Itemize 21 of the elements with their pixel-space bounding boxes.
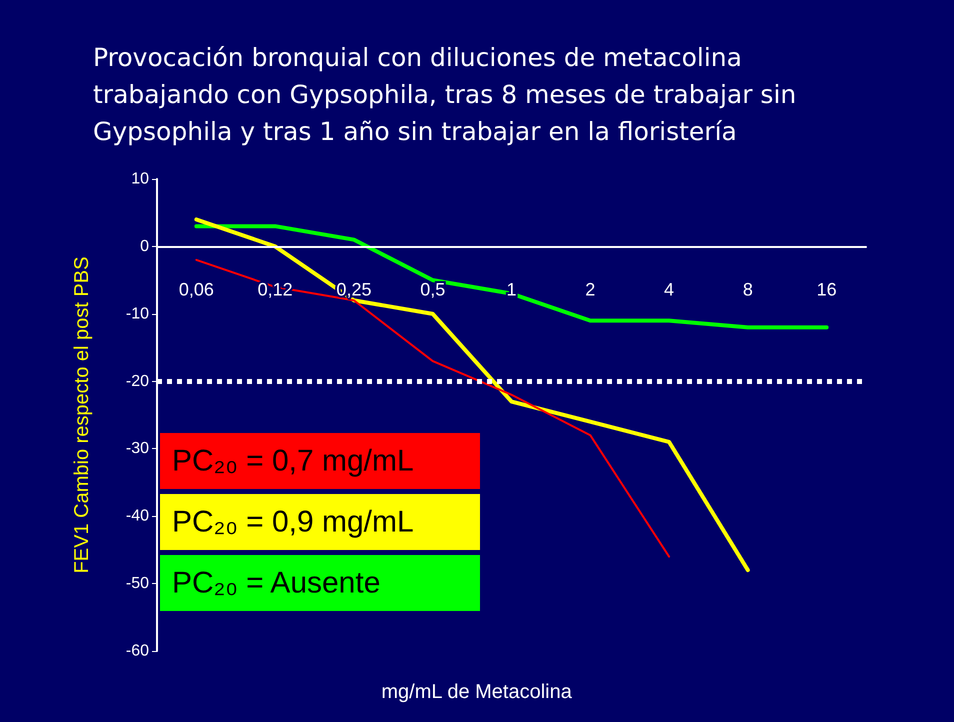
text: PC₂₀ = 0,7 mg/mL (172, 444, 414, 478)
x-tick-label: 0,5 (420, 279, 446, 300)
x-tick-label: 4 (664, 279, 674, 300)
y-tick-label: -60 (126, 642, 150, 660)
x-tick-label: 0,06 (178, 279, 214, 300)
x-axis-title: mg/mL de Metacolina (381, 681, 573, 703)
text: PC₂₀ = 0,9 mg/mL (172, 506, 414, 538)
y-tick-label: 0 (140, 238, 150, 255)
chart-title: Provocación bronquial con diluciones de metacolina trabajando con Gypsophila, tras 8 meses de trabajar sin Gypsophila y tras 1 año sin trabajar en la floristería (93, 43, 804, 146)
y-tick-label: -30 (126, 440, 150, 458)
x-tick-label: 2 (585, 279, 596, 300)
text: PC₂₀ = Ausente (172, 566, 380, 600)
y-tick-label: -20 (126, 372, 150, 390)
y-tick-label: -50 (126, 575, 150, 592)
y-tick-label: -10 (126, 305, 150, 322)
y-tick-label: -40 (126, 508, 150, 525)
x-tick-label: 8 (742, 279, 753, 300)
y-tick-label: 10 (131, 170, 150, 188)
x-tick-label: 0,25 (336, 279, 372, 300)
x-tick-label: 16 (816, 279, 837, 300)
y-axis-title: FEV1 Cambio respecto el post PBS (71, 256, 93, 574)
